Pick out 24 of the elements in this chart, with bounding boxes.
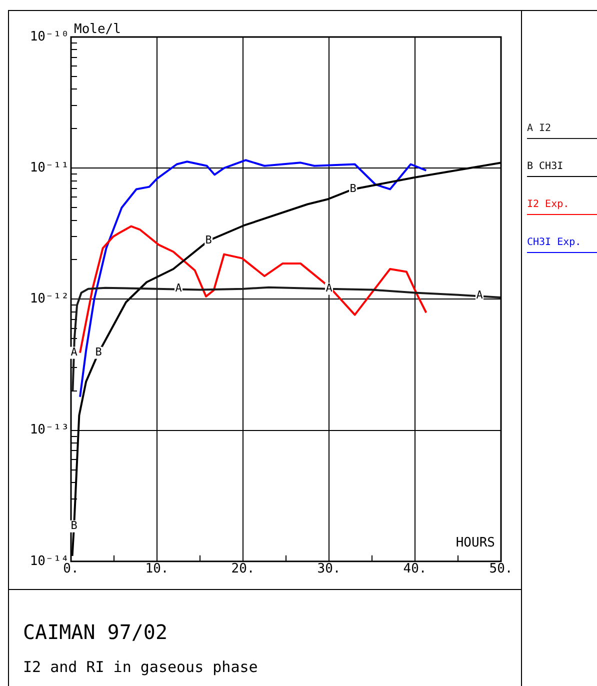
text: CAIMAN 97/02 bbox=[23, 620, 168, 644]
x-tick-label: 40. bbox=[403, 562, 427, 577]
x-axis-title: HOURS bbox=[456, 535, 495, 550]
annotation: A bbox=[70, 346, 78, 359]
x-tick-label: 50. bbox=[489, 562, 513, 577]
annotation: B bbox=[205, 233, 212, 246]
text: B CH3I bbox=[527, 161, 564, 172]
x-tick-label: 10. bbox=[145, 562, 169, 577]
y-tick-label: 10⁻¹³ bbox=[30, 422, 69, 438]
annotation: B bbox=[95, 346, 102, 359]
y-tick-label: 10⁻¹¹ bbox=[30, 160, 69, 176]
text: A I2 bbox=[527, 123, 552, 134]
y-tick-label: 10⁻¹² bbox=[30, 292, 69, 307]
y-tick-label: 10⁻¹⁰ bbox=[30, 29, 69, 44]
annotation: A bbox=[175, 282, 182, 295]
x-tick-label: 20. bbox=[231, 562, 255, 577]
text: I2 and RI in gaseous phase bbox=[23, 658, 258, 676]
text: I2 Exp. bbox=[527, 199, 570, 210]
x-tick-label: 30. bbox=[317, 562, 341, 577]
annotation: B bbox=[70, 519, 78, 532]
y-axis-title: Mole/l bbox=[74, 22, 121, 37]
annotation: A bbox=[476, 288, 484, 302]
text: CH3I Exp. bbox=[527, 237, 582, 248]
annotation: B bbox=[350, 182, 357, 196]
